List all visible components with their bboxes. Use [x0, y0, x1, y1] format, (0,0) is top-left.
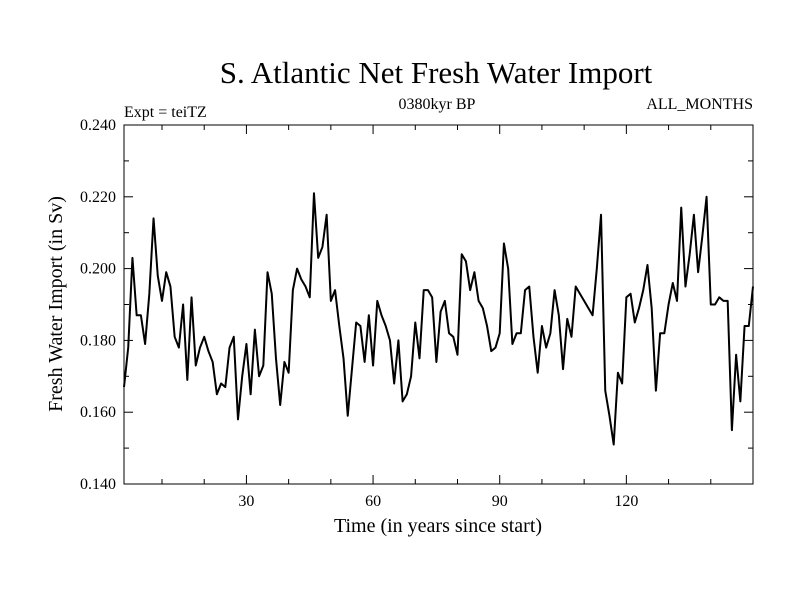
- axis-tick-labels: 30 60 90 120 0.140 0.160 0.180 0.200 0.220 0.240: [80, 117, 638, 510]
- y-tick-label: 0.200: [80, 261, 116, 278]
- x-axis-label: Time (in years since start): [334, 515, 542, 537]
- chart-title: S. Atlantic Net Fresh Water Import: [220, 55, 653, 90]
- series-line-fresh-water-import: [123, 192, 754, 446]
- y-tick-label: 0.160: [80, 404, 116, 421]
- y-tick-label: 0.220: [80, 189, 116, 206]
- y-tick-label: 0.140: [80, 476, 116, 493]
- y-tick-label: 0.180: [80, 332, 116, 349]
- period-label: 0380kyr BP: [399, 96, 476, 113]
- y-axis-label: Fresh Water Import (in Sv): [45, 196, 67, 412]
- y-tick-label: 0.240: [80, 117, 116, 134]
- experiment-label: Expt = teiTZ: [124, 104, 207, 121]
- months-label: ALL_MONTHS: [646, 96, 753, 113]
- plot-frame: [123, 124, 754, 485]
- axis-ticks: [124, 124, 753, 485]
- x-tick-label: 120: [614, 493, 638, 510]
- x-tick-label: 90: [492, 493, 508, 510]
- x-tick-label: 30: [238, 493, 254, 510]
- x-tick-label: 60: [365, 493, 381, 510]
